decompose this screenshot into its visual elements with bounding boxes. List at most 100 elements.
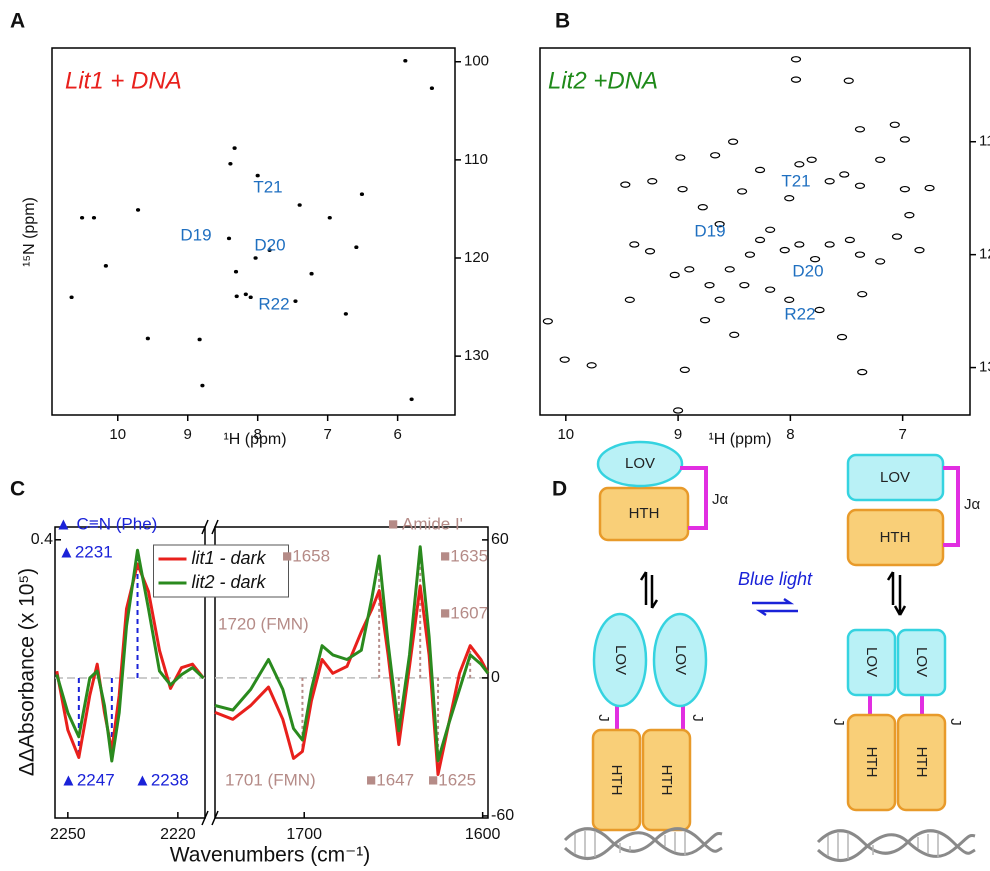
domain-label: HTH (658, 765, 675, 796)
peak (293, 299, 298, 303)
peak (684, 266, 695, 273)
y-tick-label: 130 (979, 359, 990, 376)
peak (765, 226, 776, 234)
peak (679, 366, 690, 374)
peak (790, 76, 802, 83)
peak (857, 368, 868, 376)
peak (228, 161, 233, 166)
peak (779, 246, 790, 254)
annotation: ▲ C≡N (Phe) (55, 514, 157, 533)
y-tick-label: 120 (979, 246, 990, 263)
linker-label: J (689, 714, 706, 722)
linker-label: Jα (964, 496, 981, 513)
peak (409, 397, 414, 402)
peak (620, 181, 631, 188)
peak (836, 333, 848, 341)
peak (728, 138, 739, 145)
y-axis-label: ΔΔAbsorbance (x 10⁵) (16, 568, 39, 776)
lov-domain (592, 612, 648, 708)
lov-domain (846, 628, 897, 697)
legend-box (153, 544, 289, 598)
peak (429, 86, 435, 91)
peak (714, 296, 725, 304)
peak (899, 185, 910, 193)
peak (843, 77, 854, 84)
peak (359, 192, 365, 197)
panel-title: Lit1 + DNA (65, 67, 182, 94)
y-tick-label: 0 (491, 669, 500, 686)
domain-label: LOV (913, 647, 930, 677)
peak (103, 264, 108, 268)
axis-break (201, 810, 219, 826)
peak (736, 188, 748, 195)
peak-label: D20 (792, 261, 823, 280)
hth-domain (846, 508, 945, 567)
x-tick-label: 8 (254, 426, 262, 443)
peak (699, 316, 711, 324)
peak (69, 295, 74, 300)
peak (839, 171, 850, 178)
annotation: ■1647 (366, 770, 414, 789)
domain-label: LOV (863, 647, 880, 677)
x-axis-label: ¹H (ppm) (223, 431, 286, 448)
lov-domain (596, 440, 684, 488)
domain-label: LOV (612, 645, 629, 675)
peak (586, 362, 597, 369)
peak (724, 266, 735, 273)
peak (875, 156, 886, 163)
peak (327, 215, 332, 220)
peak (714, 220, 725, 228)
y-tick-label: 110 (464, 151, 488, 168)
hth-domain (591, 728, 642, 832)
x-axis-label: ¹H (ppm) (708, 431, 771, 448)
peak (754, 236, 766, 244)
panel-letter: B (555, 10, 570, 33)
x-tick-label: 9 (674, 426, 682, 443)
peak (232, 146, 237, 150)
peak (739, 281, 750, 289)
domain-label: LOV (672, 645, 689, 675)
peak (267, 248, 272, 252)
x-tick-label: 2220 (160, 826, 196, 843)
peak (854, 126, 866, 133)
x-axis-label: Wavenumbers (cm⁻¹) (170, 844, 371, 867)
equilibrium-arrow (639, 571, 659, 609)
x-tick-label: 6 (393, 426, 401, 443)
peak (784, 194, 795, 202)
panel-letter: D (552, 478, 567, 501)
y-tick-label: -60 (491, 807, 514, 824)
peak (234, 294, 239, 299)
peak (672, 407, 684, 414)
x-tick-label: 9 (184, 426, 192, 443)
equilibrium-arrow (886, 571, 907, 616)
peak (647, 178, 658, 185)
annotation: ▲2247 (60, 770, 115, 789)
peak (675, 154, 686, 161)
x-tick-label: 8 (786, 426, 794, 443)
domain-label: LOV (625, 455, 655, 472)
peak (744, 251, 756, 258)
annotation: 1720 (FMN) (218, 614, 309, 633)
annotation: ■1635 (440, 546, 488, 565)
linker (943, 466, 960, 547)
peak (806, 156, 817, 163)
plot-frame (54, 526, 206, 819)
hth-domain (598, 486, 690, 542)
linker (680, 466, 708, 530)
peak (729, 331, 740, 339)
peak (854, 182, 866, 189)
y-axis-label: ¹⁵N (ppm) (21, 197, 38, 267)
peak (253, 256, 258, 260)
light-label: Blue light (738, 569, 813, 589)
peak (854, 251, 866, 258)
peak (754, 166, 766, 174)
domain-label: HTH (863, 747, 880, 778)
peak (403, 58, 408, 63)
x-tick-label: 10 (557, 426, 574, 443)
x-tick-label: 1700 (286, 826, 322, 843)
light-arrow (752, 597, 798, 617)
peak (857, 290, 868, 298)
peak (677, 185, 688, 193)
peak-label: D20 (254, 235, 285, 254)
